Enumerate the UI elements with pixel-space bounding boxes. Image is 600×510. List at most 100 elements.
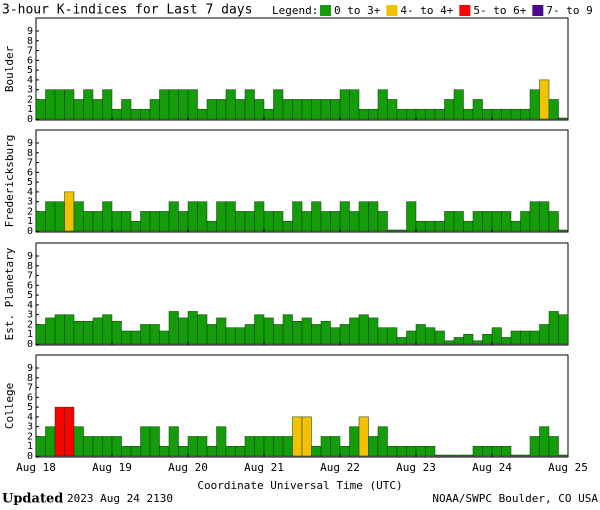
x-tick-label: Aug 25 [548,461,588,474]
y-axis-label: Boulder [3,45,16,92]
bar [244,324,255,345]
bar [406,330,417,345]
y-tick-label: 4 [27,300,33,311]
bar [197,108,208,120]
bar [529,330,540,345]
bar [453,454,464,457]
bar [406,201,417,232]
bar [216,99,227,120]
x-tick-label: Aug 21 [244,461,284,474]
bar [529,201,540,232]
bar [453,337,464,345]
x-tick-label: Aug 23 [396,461,436,474]
bar [311,445,322,457]
y-tick-label: 1 [27,329,33,340]
bar [368,108,379,120]
bar [64,314,75,345]
bar [463,454,474,457]
bar [510,330,521,345]
bar [244,436,255,457]
bar [520,454,531,457]
bar [168,89,179,120]
bar [83,320,94,345]
bar [330,211,341,232]
bar [301,317,312,345]
bar [501,108,512,120]
bar [320,99,331,120]
bar [206,445,217,457]
y-axis-label: College [3,383,16,429]
bar [235,445,246,457]
legend-swatch [532,5,544,16]
bar [292,201,303,232]
bar [368,201,379,232]
bar [282,436,293,457]
bar [45,317,56,345]
y-tick-label: 4 [27,187,33,198]
bar [548,99,559,120]
bar [377,426,388,457]
bar [121,330,132,345]
bar [254,436,265,457]
bar [444,340,455,345]
y-tick-label: 6 [27,392,33,403]
legend-label: 0 to 3+ [334,4,381,17]
y-axis-label: Fredericksburg [3,135,16,228]
bar [339,201,350,232]
y-tick-label: 5 [27,402,33,413]
bar [377,211,388,232]
bar [520,108,531,120]
bar [92,211,103,232]
bar [301,211,312,232]
bar [444,99,455,120]
bar [510,454,521,457]
bar [520,211,531,232]
bar [54,314,65,345]
bar [358,108,369,120]
bar [216,201,227,232]
bar [216,426,227,457]
bar [45,89,56,120]
bar [425,327,436,345]
y-tick-label: 9 [27,138,33,149]
bar [225,327,236,345]
bar [406,108,417,120]
legend-title: Legend: [272,4,318,17]
bar [168,201,179,232]
y-tick-label: 6 [27,167,33,178]
bar [263,436,274,457]
bar [45,201,56,232]
panel-frame [35,242,569,346]
bar [73,99,84,120]
y-tick-label: 1 [27,441,33,452]
bar [558,229,569,232]
y-tick-label: 4 [27,412,33,423]
updated-label: Updated [2,492,63,507]
bar [140,211,151,232]
bar [64,191,75,232]
bar [121,99,132,120]
bar [415,108,426,120]
bar [311,201,322,232]
y-tick-label: 7 [27,46,33,57]
bar [121,211,132,232]
y-tick-label: 7 [27,158,33,169]
bar [510,220,521,232]
bar [197,201,208,232]
bar [501,211,512,232]
y-tick-label: 1 [27,216,33,227]
bar [463,333,474,345]
bar [491,327,502,345]
bar [330,99,341,120]
bar [387,445,398,457]
x-tick-label: Aug 19 [92,461,132,474]
bar [548,311,559,345]
bar [558,314,569,345]
bar [168,311,179,345]
y-tick-label: 8 [27,261,33,272]
y-tick-label: 8 [27,36,33,47]
bar [83,89,94,120]
y-axis-label: Est. Planetary [3,247,16,340]
bar [235,99,246,120]
